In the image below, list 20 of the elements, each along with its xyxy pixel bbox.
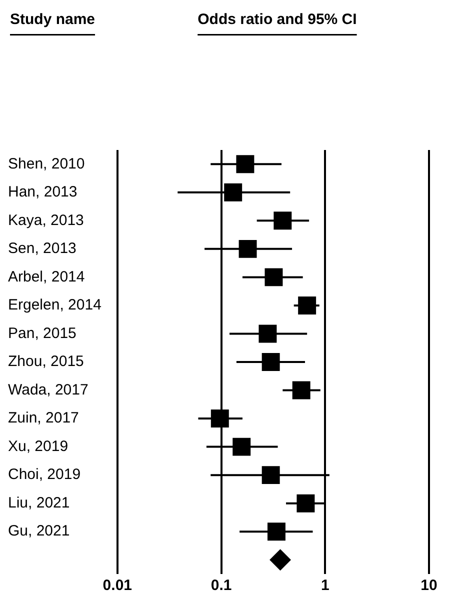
y-tick-label: Wada, 2017	[8, 381, 88, 398]
y-tick-label: Zuin, 2017	[8, 410, 79, 427]
y-tick-label: Zhou, 2015	[8, 353, 84, 370]
y-tick-label: Gu, 2021	[8, 522, 70, 540]
y-tick-label: Kaya, 2013	[8, 212, 84, 229]
y-tick-label: Pan, 2015	[8, 324, 76, 342]
y-tick-label: Liu, 2021	[8, 494, 70, 512]
y-tick-label: Ergelen, 2014	[8, 296, 102, 314]
y-tick-label: Arbel, 2014	[8, 268, 85, 286]
x-tick-label: 1	[320, 577, 330, 594]
y-tick-label: Sen, 2013	[8, 240, 76, 258]
y-tick-label: Xu, 2019	[8, 438, 68, 455]
x-tick-label: 10	[420, 577, 438, 594]
x-tick-label: 0.01	[102, 577, 132, 594]
text: Study name	[10, 11, 96, 28]
y-tick-label: Shen, 2010	[8, 155, 85, 172]
y-tick-label: Han, 2013	[8, 184, 78, 201]
x-tick-label: 0.1	[210, 577, 232, 594]
chart-title: Odds ratio and 95% CI	[198, 11, 357, 28]
y-tick-label: Choi, 2019	[8, 466, 81, 484]
